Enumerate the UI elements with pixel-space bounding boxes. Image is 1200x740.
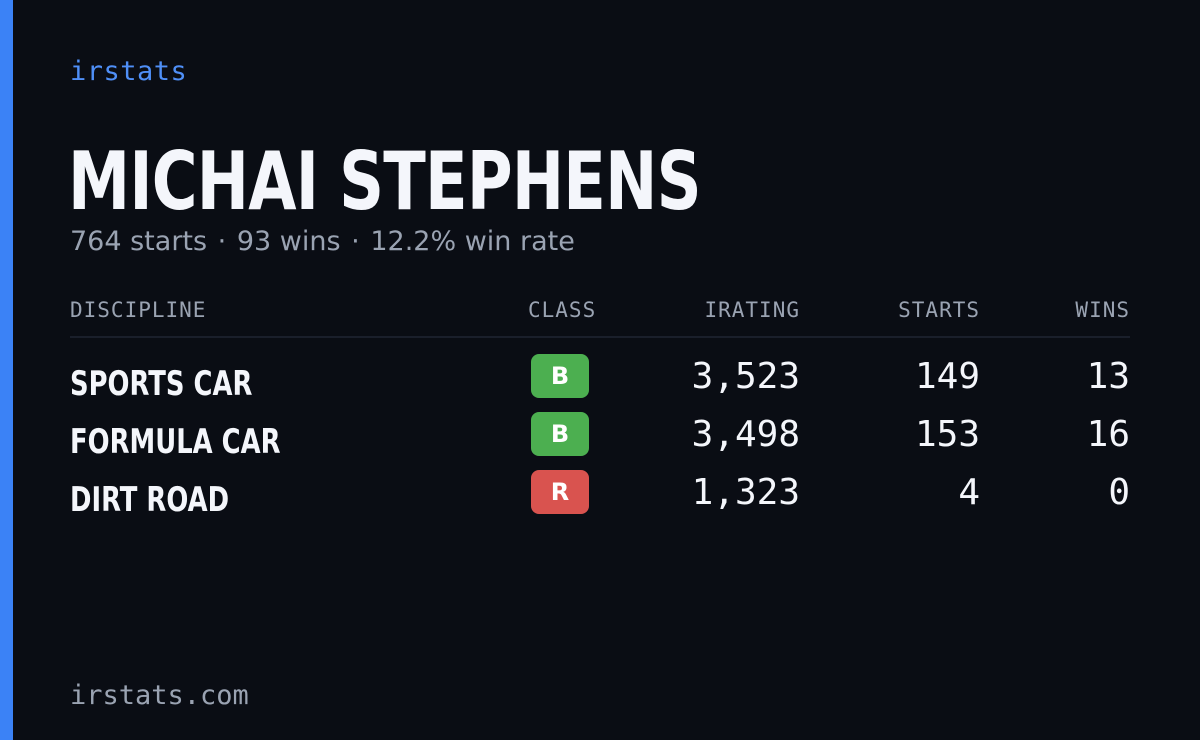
irating-value: 3,498 bbox=[691, 414, 800, 455]
irating-value: 3,523 bbox=[691, 356, 800, 397]
discipline-name: SPORTS CAR bbox=[70, 364, 253, 404]
wins-value: 16 bbox=[1086, 414, 1130, 455]
header-irating: IRATING bbox=[704, 298, 800, 322]
driver-summary: 764 starts · 93 wins · 12.2% win rate bbox=[70, 226, 575, 257]
header-discipline: DISCIPLINE bbox=[70, 298, 207, 322]
class-badge: R bbox=[531, 470, 589, 514]
discipline-name: FORMULA CAR bbox=[70, 422, 281, 462]
summary-separator: · bbox=[351, 226, 360, 257]
header-class: CLASS bbox=[528, 298, 597, 322]
summary-wins: 93 wins bbox=[236, 226, 341, 257]
discipline-name: DIRT ROAD bbox=[70, 480, 230, 520]
wins-value: 0 bbox=[1108, 472, 1130, 513]
header-starts: STARTS bbox=[898, 298, 980, 322]
header-wins: WINS bbox=[1075, 298, 1130, 322]
wins-value: 13 bbox=[1086, 356, 1130, 397]
starts-value: 153 bbox=[914, 414, 980, 455]
class-badge: B bbox=[531, 412, 589, 456]
brand-logo-text: irstats bbox=[70, 56, 188, 87]
driver-name: MICHAI STEPHENS bbox=[68, 135, 702, 228]
irating-value: 1,323 bbox=[691, 472, 800, 513]
table-header-row: DISCIPLINE CLASS IRATING STARTS WINS bbox=[70, 298, 1130, 338]
table-row: DIRT ROAD R 1,323 4 0 bbox=[70, 470, 1130, 528]
accent-bar bbox=[0, 0, 13, 740]
starts-value: 4 bbox=[958, 472, 980, 513]
footer-url: irstats.com bbox=[70, 680, 249, 711]
class-badge: B bbox=[531, 354, 589, 398]
table-row: FORMULA CAR B 3,498 153 16 bbox=[70, 412, 1130, 470]
summary-win-rate: 12.2% win rate bbox=[370, 226, 575, 257]
stats-table: DISCIPLINE CLASS IRATING STARTS WINS SPO… bbox=[70, 298, 1130, 528]
summary-separator: · bbox=[217, 226, 227, 257]
summary-starts: 764 starts bbox=[70, 226, 208, 257]
table-row: SPORTS CAR B 3,523 149 13 bbox=[70, 354, 1130, 412]
starts-value: 149 bbox=[914, 356, 980, 397]
